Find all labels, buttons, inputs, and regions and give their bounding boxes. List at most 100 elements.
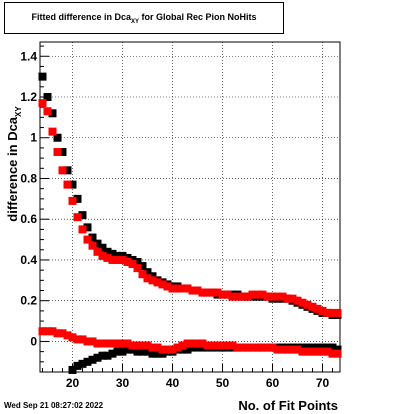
data-point (313, 343, 322, 352)
data-point (213, 341, 222, 350)
data-point (183, 339, 192, 348)
data-point (203, 288, 212, 297)
data-point (328, 343, 337, 352)
data-point (183, 284, 192, 293)
data-point (153, 278, 162, 287)
data-point (318, 343, 327, 352)
data-point (78, 359, 87, 368)
data-point (98, 251, 107, 260)
data-point (83, 357, 92, 366)
y-tick-label: 0.2 (20, 294, 37, 308)
data-point (248, 343, 257, 352)
data-point (288, 345, 297, 354)
data-point (113, 255, 122, 264)
data-point (103, 339, 112, 348)
data-point (83, 223, 92, 232)
data-point (68, 180, 77, 189)
data-point (78, 335, 87, 344)
data-point (168, 284, 177, 293)
data-point (268, 292, 277, 301)
axis-ticks: 20 30 40 50 60 70 0 0.2 0.4 0.6 0.8 1 1.2 1.4 (20, 45, 333, 390)
data-point (328, 308, 337, 317)
data-point (108, 255, 117, 264)
data-point (153, 349, 162, 358)
data-point (108, 249, 117, 258)
data-point (138, 270, 147, 279)
x-tick-label: 30 (116, 376, 130, 390)
data-point (138, 341, 147, 350)
y-axis-label: difference in DcaXY (5, 106, 23, 222)
data-point (68, 365, 77, 374)
y-tick-label: 0 (30, 334, 37, 348)
data-point (303, 300, 312, 309)
data-point (133, 258, 142, 266)
data-point (68, 196, 77, 205)
grid-lines (40, 42, 340, 372)
data-point (108, 349, 117, 358)
data-point (228, 292, 237, 301)
data-point (188, 286, 197, 295)
data-point (158, 345, 167, 354)
data-point (318, 306, 327, 315)
data-point (223, 341, 232, 350)
data-point (198, 339, 207, 348)
plot-frame (39, 41, 341, 373)
data-point (93, 339, 102, 348)
x-tick-label: 70 (316, 376, 330, 390)
data-point (68, 333, 77, 342)
data-point (63, 166, 72, 175)
data-point (88, 355, 97, 364)
data-point (323, 308, 332, 317)
data-point (273, 345, 282, 354)
data-point (263, 343, 272, 352)
data-point (173, 343, 182, 352)
data-point (218, 290, 227, 299)
x-tick-label: 50 (216, 376, 230, 390)
data-point (233, 292, 242, 301)
data-point (128, 341, 137, 350)
y-tick-label: 0.4 (20, 253, 37, 267)
data-point (43, 327, 52, 336)
data-point (143, 347, 152, 356)
data-point (278, 345, 287, 354)
data-point (113, 251, 122, 260)
data-point (328, 349, 337, 358)
data-point (238, 292, 247, 301)
data-point (283, 345, 292, 354)
data-point (198, 343, 207, 352)
data-point (308, 302, 317, 311)
data-point (303, 347, 312, 356)
data-point (333, 308, 342, 317)
data-point (293, 345, 302, 354)
y-axis-label-sub: XY (14, 106, 23, 117)
data-point (243, 343, 252, 352)
data-point (243, 292, 252, 301)
data-point (168, 345, 177, 354)
y-tick-label: 1.4 (20, 49, 37, 63)
data-point (218, 341, 227, 350)
data-point (133, 264, 142, 273)
data-point (83, 337, 92, 346)
data-point (53, 329, 62, 338)
data-point (193, 286, 202, 295)
data-point (308, 347, 317, 356)
data-point (213, 288, 222, 297)
x-tick-label: 60 (266, 376, 280, 390)
data-point (153, 343, 162, 352)
data-point (103, 351, 112, 360)
data-point (98, 339, 107, 348)
data-point (123, 339, 132, 348)
data-point (98, 351, 107, 360)
data-point (323, 347, 332, 356)
data-point (298, 343, 307, 352)
data-point (188, 343, 197, 352)
data-point (333, 349, 342, 358)
data-point (118, 339, 127, 348)
data-point (148, 349, 157, 358)
data-point (58, 148, 67, 156)
data-point (183, 345, 192, 354)
data-point (188, 339, 197, 348)
data-point (43, 107, 52, 116)
data-point (123, 253, 132, 262)
data-point (253, 290, 262, 299)
